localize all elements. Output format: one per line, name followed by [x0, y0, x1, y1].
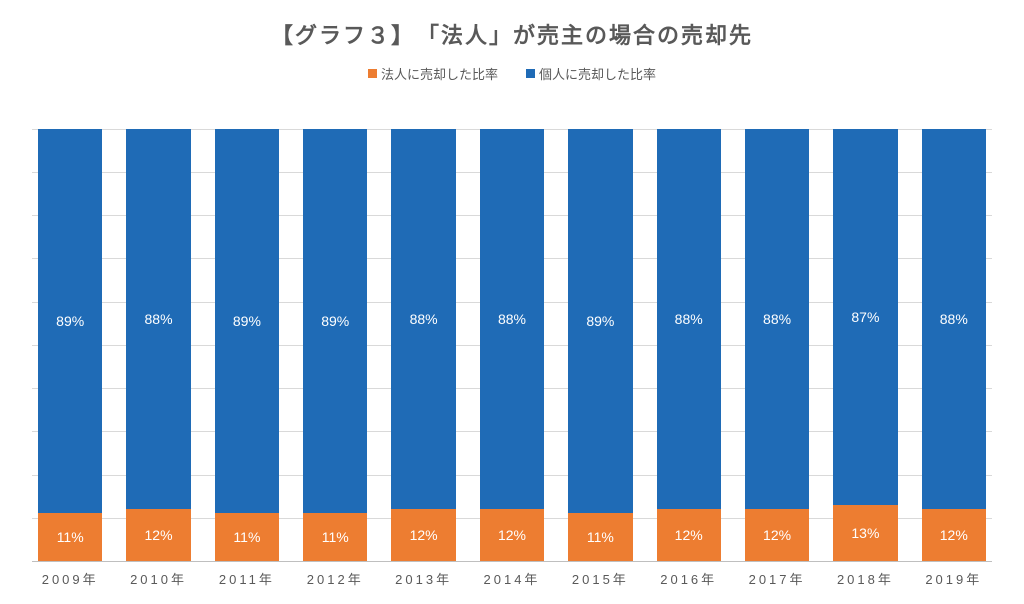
bar-column: 88%12% [739, 91, 815, 561]
x-axis-label: 2010年 [120, 569, 196, 588]
bar-column: 88%12% [916, 91, 992, 561]
bar-column: 89%11% [32, 91, 108, 561]
x-axis-label: 2015年 [562, 569, 638, 588]
bar-segment-series2: 89% [568, 129, 632, 514]
bar-segment-series1: 12% [480, 509, 544, 561]
legend-label-series2: 個人に売却した比率 [539, 64, 656, 83]
x-axis-label: 2016年 [651, 569, 727, 588]
bar-segment-series1: 11% [303, 513, 367, 561]
x-axis-label: 2014年 [474, 569, 550, 588]
legend-item-series2: 個人に売却した比率 [526, 64, 656, 83]
chart-title: 【グラフ３】 「法人」が売主の場合の売却先 [24, 18, 1000, 50]
legend-item-series1: 法人に売却した比率 [368, 64, 498, 83]
x-axis-label: 2017年 [739, 569, 815, 588]
bar-segment-series1: 13% [833, 505, 897, 561]
x-axis-label: 2011年 [209, 569, 285, 588]
legend: 法人に売却した比率 個人に売却した比率 [24, 64, 1000, 83]
bar-segment-series2: 88% [922, 129, 986, 510]
bar-segment-series1: 11% [38, 513, 102, 561]
x-axis-label: 2012年 [297, 569, 373, 588]
bar-segment-series2: 89% [303, 129, 367, 514]
legend-swatch-series2 [526, 69, 535, 78]
bar-segment-series2: 87% [833, 129, 897, 505]
bar-segment-series2: 88% [480, 129, 544, 510]
bar-segment-series1: 12% [745, 509, 809, 561]
bar-column: 89%11% [297, 91, 373, 561]
legend-label-series1: 法人に売却した比率 [381, 64, 498, 83]
bar-segment-series2: 88% [657, 129, 721, 510]
bar-space: 87%13% [827, 91, 903, 561]
bar-segment-series2: 88% [745, 129, 809, 510]
bar-segment-series1: 11% [215, 513, 279, 561]
bar-column: 88%12% [120, 91, 196, 561]
bar-segment-series2: 89% [38, 129, 102, 514]
bar-segment-series1: 12% [922, 509, 986, 561]
bar-segment-series1: 12% [126, 509, 190, 561]
bar-segment-series2: 89% [215, 129, 279, 514]
bar-space: 88%12% [651, 91, 727, 561]
bar-segment-series1: 11% [568, 513, 632, 561]
bar-space: 88%12% [385, 91, 461, 561]
x-axis-labels: 2009年 2010年 2011年 2012年 2013年 2014年 2015年 2016年… [24, 561, 1000, 588]
bar-column: 89%11% [562, 91, 638, 561]
x-axis-label: 2009年 [32, 569, 108, 588]
bar-segment-series2: 88% [126, 129, 190, 510]
bar-segment-series1: 12% [391, 509, 455, 561]
bar-space: 89%11% [32, 91, 108, 561]
bar-column: 88%12% [474, 91, 550, 561]
plot-area: 89%11%88%12%89%11%89%11%88%12%88%12%89%1… [24, 91, 1000, 561]
bar-column: 89%11% [209, 91, 285, 561]
bar-column: 88%12% [385, 91, 461, 561]
bar-space: 89%11% [562, 91, 638, 561]
chart-container: 【グラフ３】 「法人」が売主の場合の売却先 法人に売却した比率 個人に売却した比… [0, 0, 1024, 604]
bar-space: 88%12% [916, 91, 992, 561]
bar-column: 87%13% [827, 91, 903, 561]
bar-space: 88%12% [120, 91, 196, 561]
bar-space: 89%11% [209, 91, 285, 561]
bar-space: 88%12% [739, 91, 815, 561]
bar-space: 88%12% [474, 91, 550, 561]
x-axis-label: 2018年 [827, 569, 903, 588]
x-axis-label: 2013年 [385, 569, 461, 588]
legend-swatch-series1 [368, 69, 377, 78]
bar-space: 89%11% [297, 91, 373, 561]
bar-segment-series1: 12% [657, 509, 721, 561]
x-axis-label: 2019年 [916, 569, 992, 588]
bar-segment-series2: 88% [391, 129, 455, 510]
bar-column: 88%12% [651, 91, 727, 561]
